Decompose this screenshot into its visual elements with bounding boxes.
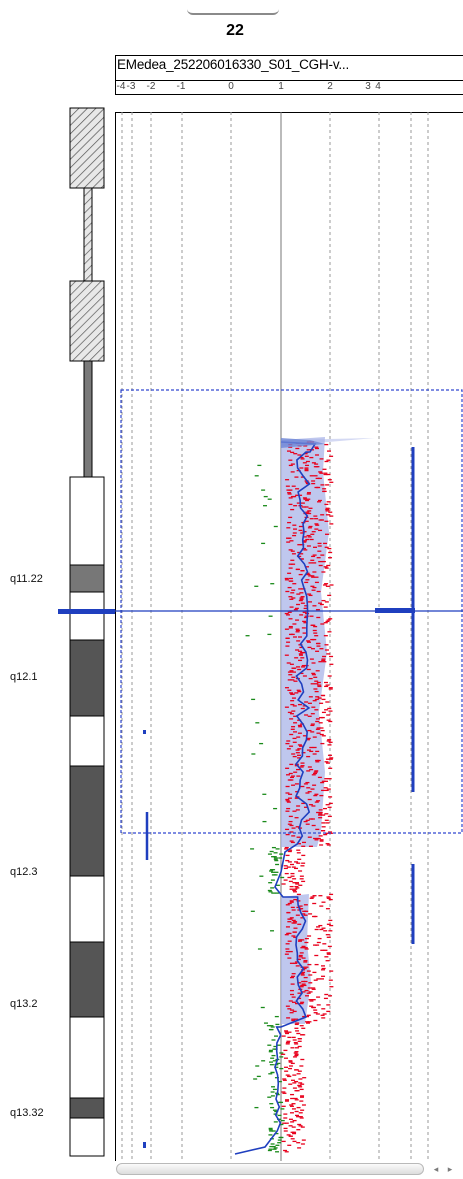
ideogram-band (69, 715, 105, 767)
ideogram-centromere (83, 360, 93, 478)
scale-tick: 0 (228, 81, 234, 92)
sample-name: EMedea_252206016330_S01_CGH-v... (117, 57, 350, 72)
ideogram-band (69, 639, 105, 717)
ideogram-p11-band (69, 280, 105, 362)
scale-tick: 2 (327, 81, 333, 92)
log-ratio-scale: -4 -3 -2 -1 0 1 2 3 4 (115, 81, 463, 95)
position-marker[interactable] (58, 609, 115, 614)
ideogram-stalk (83, 187, 93, 282)
ideogram-band (69, 591, 105, 641)
log-ratio-plot[interactable] (115, 112, 463, 1161)
scale-tick: 1 (278, 81, 284, 92)
scale-tick: -4 (116, 81, 126, 92)
band-label: q11.22 (10, 573, 43, 585)
ideogram-band (69, 875, 105, 943)
ideogram-band (69, 1117, 105, 1157)
scale-tick: -1 (176, 81, 186, 92)
band-label: q12.3 (10, 866, 38, 878)
band-label: q13.32 (10, 1107, 44, 1119)
sample-header[interactable]: EMedea_252206016330_S01_CGH-v... (115, 55, 463, 81)
ideogram-band (69, 476, 105, 566)
horizontal-scrollbar[interactable]: ◂ ▸ (116, 1161, 463, 1177)
chromosome-title: 22 (226, 22, 244, 39)
scale-tick: 4 (375, 81, 381, 92)
moving-average-line (234, 441, 317, 1155)
plot-canvas (115, 112, 463, 1161)
scroll-left-arrow[interactable]: ◂ (433, 1164, 439, 1174)
aberration-cap (281, 438, 325, 448)
call-marker (143, 730, 146, 734)
chromosome-ideogram (58, 107, 115, 1157)
ideogram-satellite (69, 107, 105, 189)
ideogram-band (69, 1016, 105, 1099)
ideogram-band (69, 765, 105, 877)
scale-tick: -3 (126, 81, 136, 92)
ideogram-band (69, 1097, 105, 1119)
ideogram-band (69, 564, 105, 593)
scroll-right-arrow[interactable]: ▸ (447, 1164, 453, 1174)
call-marker (143, 1142, 146, 1148)
aberration-region (281, 437, 329, 847)
aberration-region (281, 894, 311, 1024)
ideogram-band (69, 941, 105, 1018)
panel-drag-handle[interactable] (187, 8, 279, 15)
band-label: q12.1 (10, 671, 38, 683)
band-label: q13.2 (10, 998, 38, 1010)
scale-tick: -2 (146, 81, 156, 92)
cursor-highlight (375, 608, 415, 613)
scrollbar-thumb[interactable] (116, 1163, 424, 1175)
scale-tick: 3 (365, 81, 371, 92)
